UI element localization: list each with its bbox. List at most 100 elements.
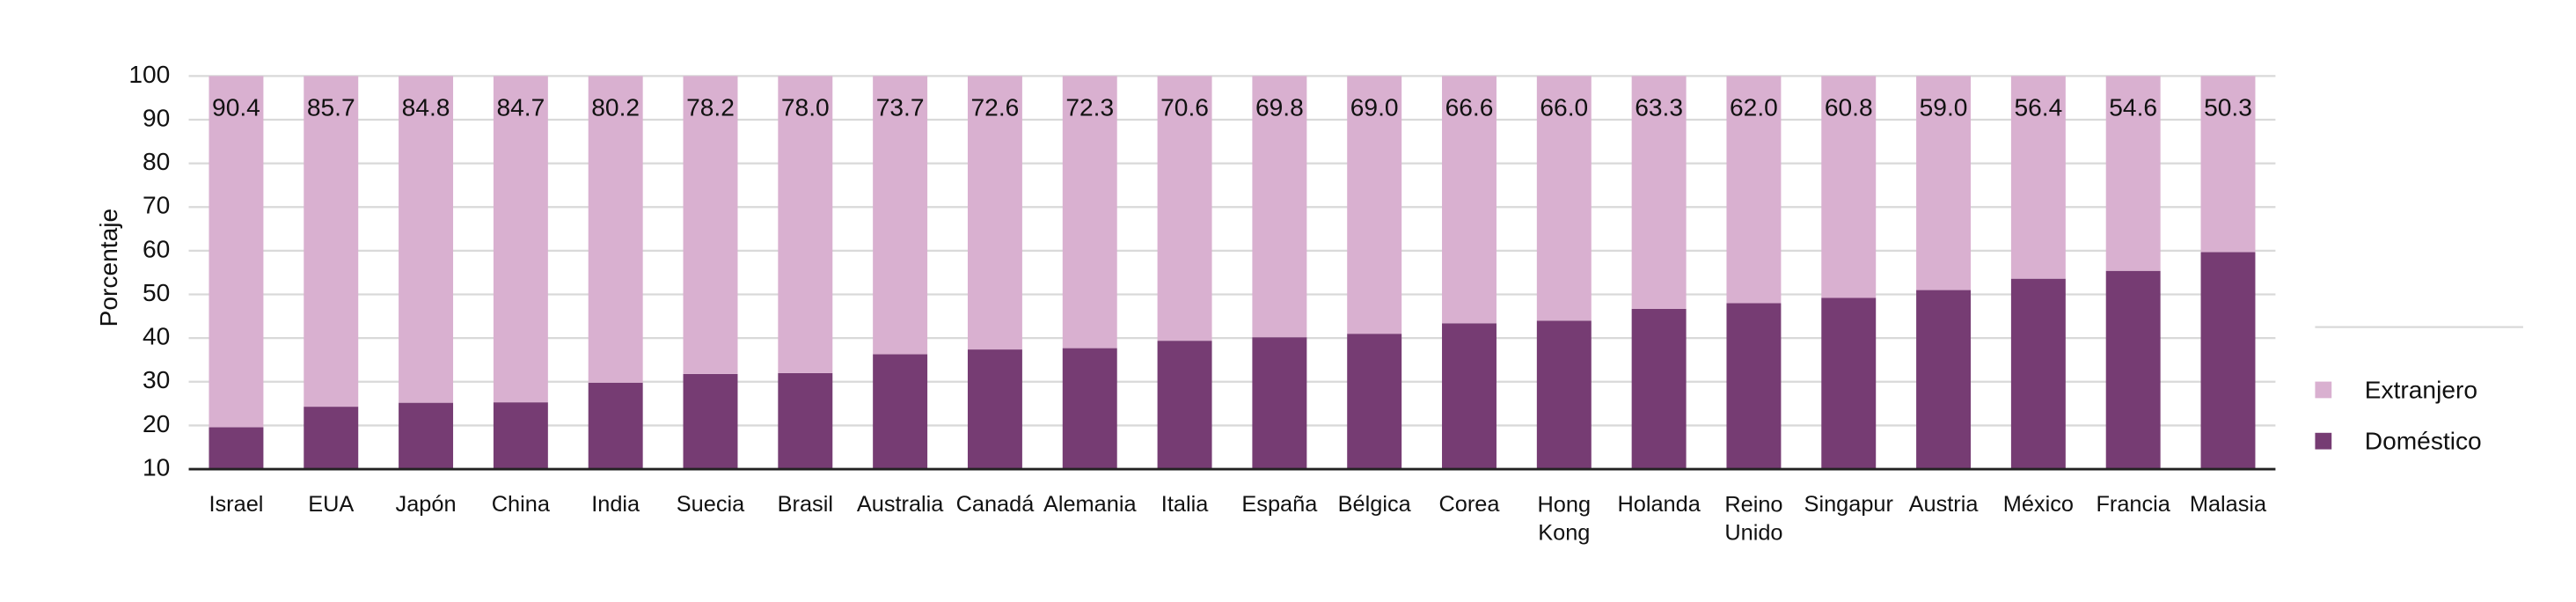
bar-segment bbox=[2105, 76, 2161, 271]
bar-segment bbox=[399, 402, 454, 470]
y-tick-label: 60 bbox=[143, 235, 170, 262]
x-tick-label: China bbox=[492, 492, 551, 517]
bar-segment bbox=[1536, 320, 1592, 470]
x-tick-label-line: Kong bbox=[1538, 520, 1590, 545]
y-axis-title: Porcentaje bbox=[95, 209, 122, 327]
bar-segment bbox=[1157, 341, 1212, 470]
y-tick-label: 20 bbox=[143, 410, 170, 437]
legend-label: Extranjero bbox=[2365, 376, 2477, 403]
bar-segment bbox=[2010, 278, 2066, 470]
x-tick-label: México bbox=[2003, 492, 2074, 517]
bar-segment bbox=[1442, 323, 1497, 470]
value-label: 59.0 bbox=[1920, 93, 1968, 121]
x-tick-label: Francia bbox=[2096, 492, 2170, 517]
x-tick-label: EUA bbox=[308, 492, 354, 517]
value-label: 63.3 bbox=[1635, 93, 1683, 121]
bar-segment bbox=[209, 76, 264, 428]
bar-segment bbox=[778, 372, 833, 470]
x-tick-label: Alemania bbox=[1043, 492, 1138, 517]
x-tick-label-line: Hong bbox=[1538, 492, 1592, 517]
value-label: 80.2 bbox=[591, 93, 640, 121]
legend-label: Doméstico bbox=[2365, 427, 2482, 454]
bar-segment bbox=[967, 76, 1022, 350]
bar-segment bbox=[1631, 76, 1687, 309]
bar-segment bbox=[683, 76, 738, 374]
x-tick-label: Japón bbox=[396, 492, 457, 517]
bar-segment bbox=[2200, 252, 2256, 470]
bar-segment bbox=[873, 76, 928, 355]
bar-segment bbox=[1062, 76, 1117, 349]
bar-segment bbox=[1821, 76, 1877, 298]
value-label: 66.6 bbox=[1445, 93, 1494, 121]
value-label: 72.6 bbox=[971, 93, 1020, 121]
bar-segment bbox=[1252, 337, 1307, 470]
x-tick-label: Holanda bbox=[1617, 492, 1701, 517]
x-tick-label: Suecia bbox=[677, 492, 745, 517]
value-label: 70.6 bbox=[1160, 93, 1209, 121]
value-label: 84.7 bbox=[496, 93, 545, 121]
value-label: 90.4 bbox=[212, 93, 260, 121]
bar-segment bbox=[1821, 297, 1877, 470]
bar-segment bbox=[873, 354, 928, 470]
y-tick-label: 70 bbox=[143, 192, 170, 219]
x-tick-label: Canadá bbox=[956, 492, 1036, 517]
bar-segment bbox=[967, 349, 1022, 470]
bar-segment bbox=[493, 76, 548, 403]
bar-segment bbox=[304, 76, 359, 407]
value-label: 78.2 bbox=[686, 93, 735, 121]
x-tick-label: Brasil bbox=[778, 492, 833, 517]
bar-segment bbox=[1157, 76, 1212, 341]
value-label: 69.0 bbox=[1350, 93, 1399, 121]
value-label: 72.3 bbox=[1065, 93, 1114, 121]
x-tick-label: Corea bbox=[1438, 492, 1500, 517]
bar-segment bbox=[2200, 76, 2256, 253]
legend-swatch bbox=[2315, 381, 2332, 399]
x-tick-label: India bbox=[591, 492, 640, 517]
y-tick-label: 90 bbox=[143, 104, 170, 131]
y-tick-label: 80 bbox=[143, 148, 170, 175]
legend-swatch bbox=[2315, 432, 2332, 450]
value-label: 78.0 bbox=[781, 93, 830, 121]
value-label: 73.7 bbox=[876, 93, 925, 121]
bar-segment bbox=[588, 382, 643, 470]
bar-segment bbox=[588, 76, 643, 383]
bar-segment bbox=[1536, 76, 1592, 321]
bar-segment bbox=[399, 76, 454, 403]
value-label: 62.0 bbox=[1730, 93, 1778, 121]
x-tick-label: Bélgica bbox=[1338, 492, 1412, 517]
value-label: 60.8 bbox=[1825, 93, 1873, 121]
value-label: 54.6 bbox=[2109, 93, 2157, 121]
bar-segment bbox=[1347, 334, 1402, 470]
x-tick-label: Singapur bbox=[1804, 492, 1894, 517]
value-label: 85.7 bbox=[307, 93, 355, 121]
bars bbox=[209, 76, 2256, 470]
x-tick-label: Reino Unido bbox=[1724, 492, 1782, 545]
y-tick-label: 10 bbox=[143, 454, 170, 481]
bar-segment bbox=[1631, 308, 1687, 470]
x-tick-label: Malasia bbox=[2190, 492, 2267, 517]
x-tick-label: Israel bbox=[209, 492, 263, 517]
x-tick-label: Austria bbox=[1909, 492, 1980, 517]
bar-segment bbox=[493, 402, 548, 470]
x-tick-label-line: Reino bbox=[1724, 492, 1782, 517]
value-label: 50.3 bbox=[2204, 93, 2252, 121]
value-label: 56.4 bbox=[2014, 93, 2062, 121]
x-tick-label: Hong Kong bbox=[1538, 492, 1592, 545]
value-label: 69.8 bbox=[1255, 93, 1304, 121]
bar-segment bbox=[1916, 76, 1972, 290]
bar-segment bbox=[209, 427, 264, 470]
y-tick-label: 50 bbox=[143, 279, 170, 306]
bar-segment bbox=[683, 373, 738, 470]
bar-segment bbox=[1252, 76, 1307, 338]
x-tick-label-line: Unido bbox=[1724, 520, 1782, 545]
x-tick-label: Australia bbox=[857, 492, 944, 517]
y-tick-label: 40 bbox=[143, 323, 170, 350]
bar-segment bbox=[304, 407, 359, 470]
y-tick-label: 30 bbox=[143, 366, 170, 393]
bar-segment bbox=[1916, 290, 1972, 470]
bar-segment bbox=[1062, 348, 1117, 470]
value-label: 66.0 bbox=[1540, 93, 1588, 121]
bar-segment bbox=[2105, 270, 2161, 470]
bar-segment bbox=[1726, 303, 1782, 470]
